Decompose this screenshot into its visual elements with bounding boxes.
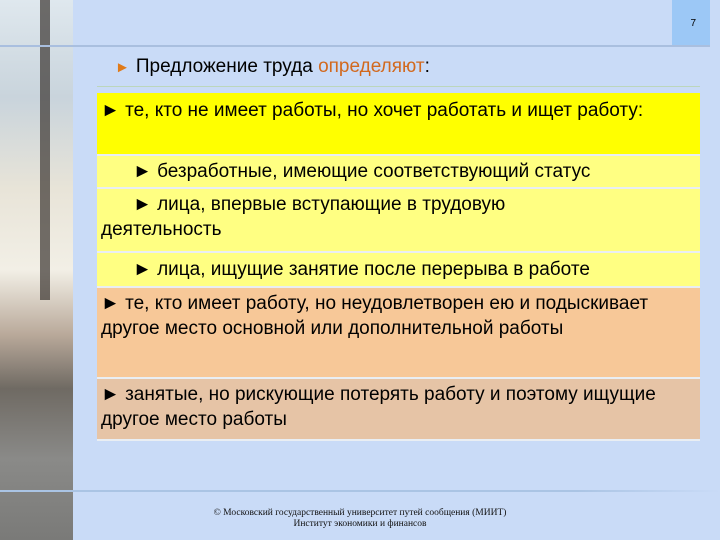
footer-divider bbox=[0, 490, 720, 492]
footer: © Московский государственный университет… bbox=[150, 508, 570, 530]
page-number-box bbox=[672, 0, 710, 46]
page-number: 7 bbox=[690, 18, 696, 29]
footer-line-2: Институт экономики и финансов bbox=[293, 519, 427, 529]
tree-trunk bbox=[40, 0, 50, 300]
item-text-continuation: деятельность bbox=[101, 219, 222, 240]
footer-line-1: © Московский государственный университет… bbox=[213, 508, 507, 518]
title-accent: определяют bbox=[318, 56, 425, 77]
list-item: ► занятые, но рискующие потерять работу … bbox=[97, 379, 700, 441]
bullet-arrow-icon: ► bbox=[115, 59, 130, 76]
list-item: ► те, кто не имеет работы, но хочет рабо… bbox=[97, 93, 700, 156]
list-item: ► безработные, имеющие соответствующий с… bbox=[97, 156, 700, 189]
header-divider bbox=[0, 45, 710, 47]
item-text: ► лица, впервые вступающие в трудовую bbox=[133, 194, 506, 215]
slide-title: ► Предложение труда определяют: bbox=[115, 56, 430, 78]
background-photo bbox=[0, 0, 73, 540]
content-box: ► те, кто не имеет работы, но хочет рабо… bbox=[97, 93, 700, 441]
title-main: Предложение труда bbox=[135, 56, 319, 77]
list-item: ► лица, ищущие занятие после перерыва в … bbox=[97, 253, 700, 288]
title-underline bbox=[97, 86, 700, 87]
title-suffix: : bbox=[424, 56, 430, 77]
list-item: ► те, кто имеет работу, но неудовлетворе… bbox=[97, 288, 700, 379]
list-item: ► лица, впервые вступающие в трудовую дея… bbox=[97, 189, 700, 253]
